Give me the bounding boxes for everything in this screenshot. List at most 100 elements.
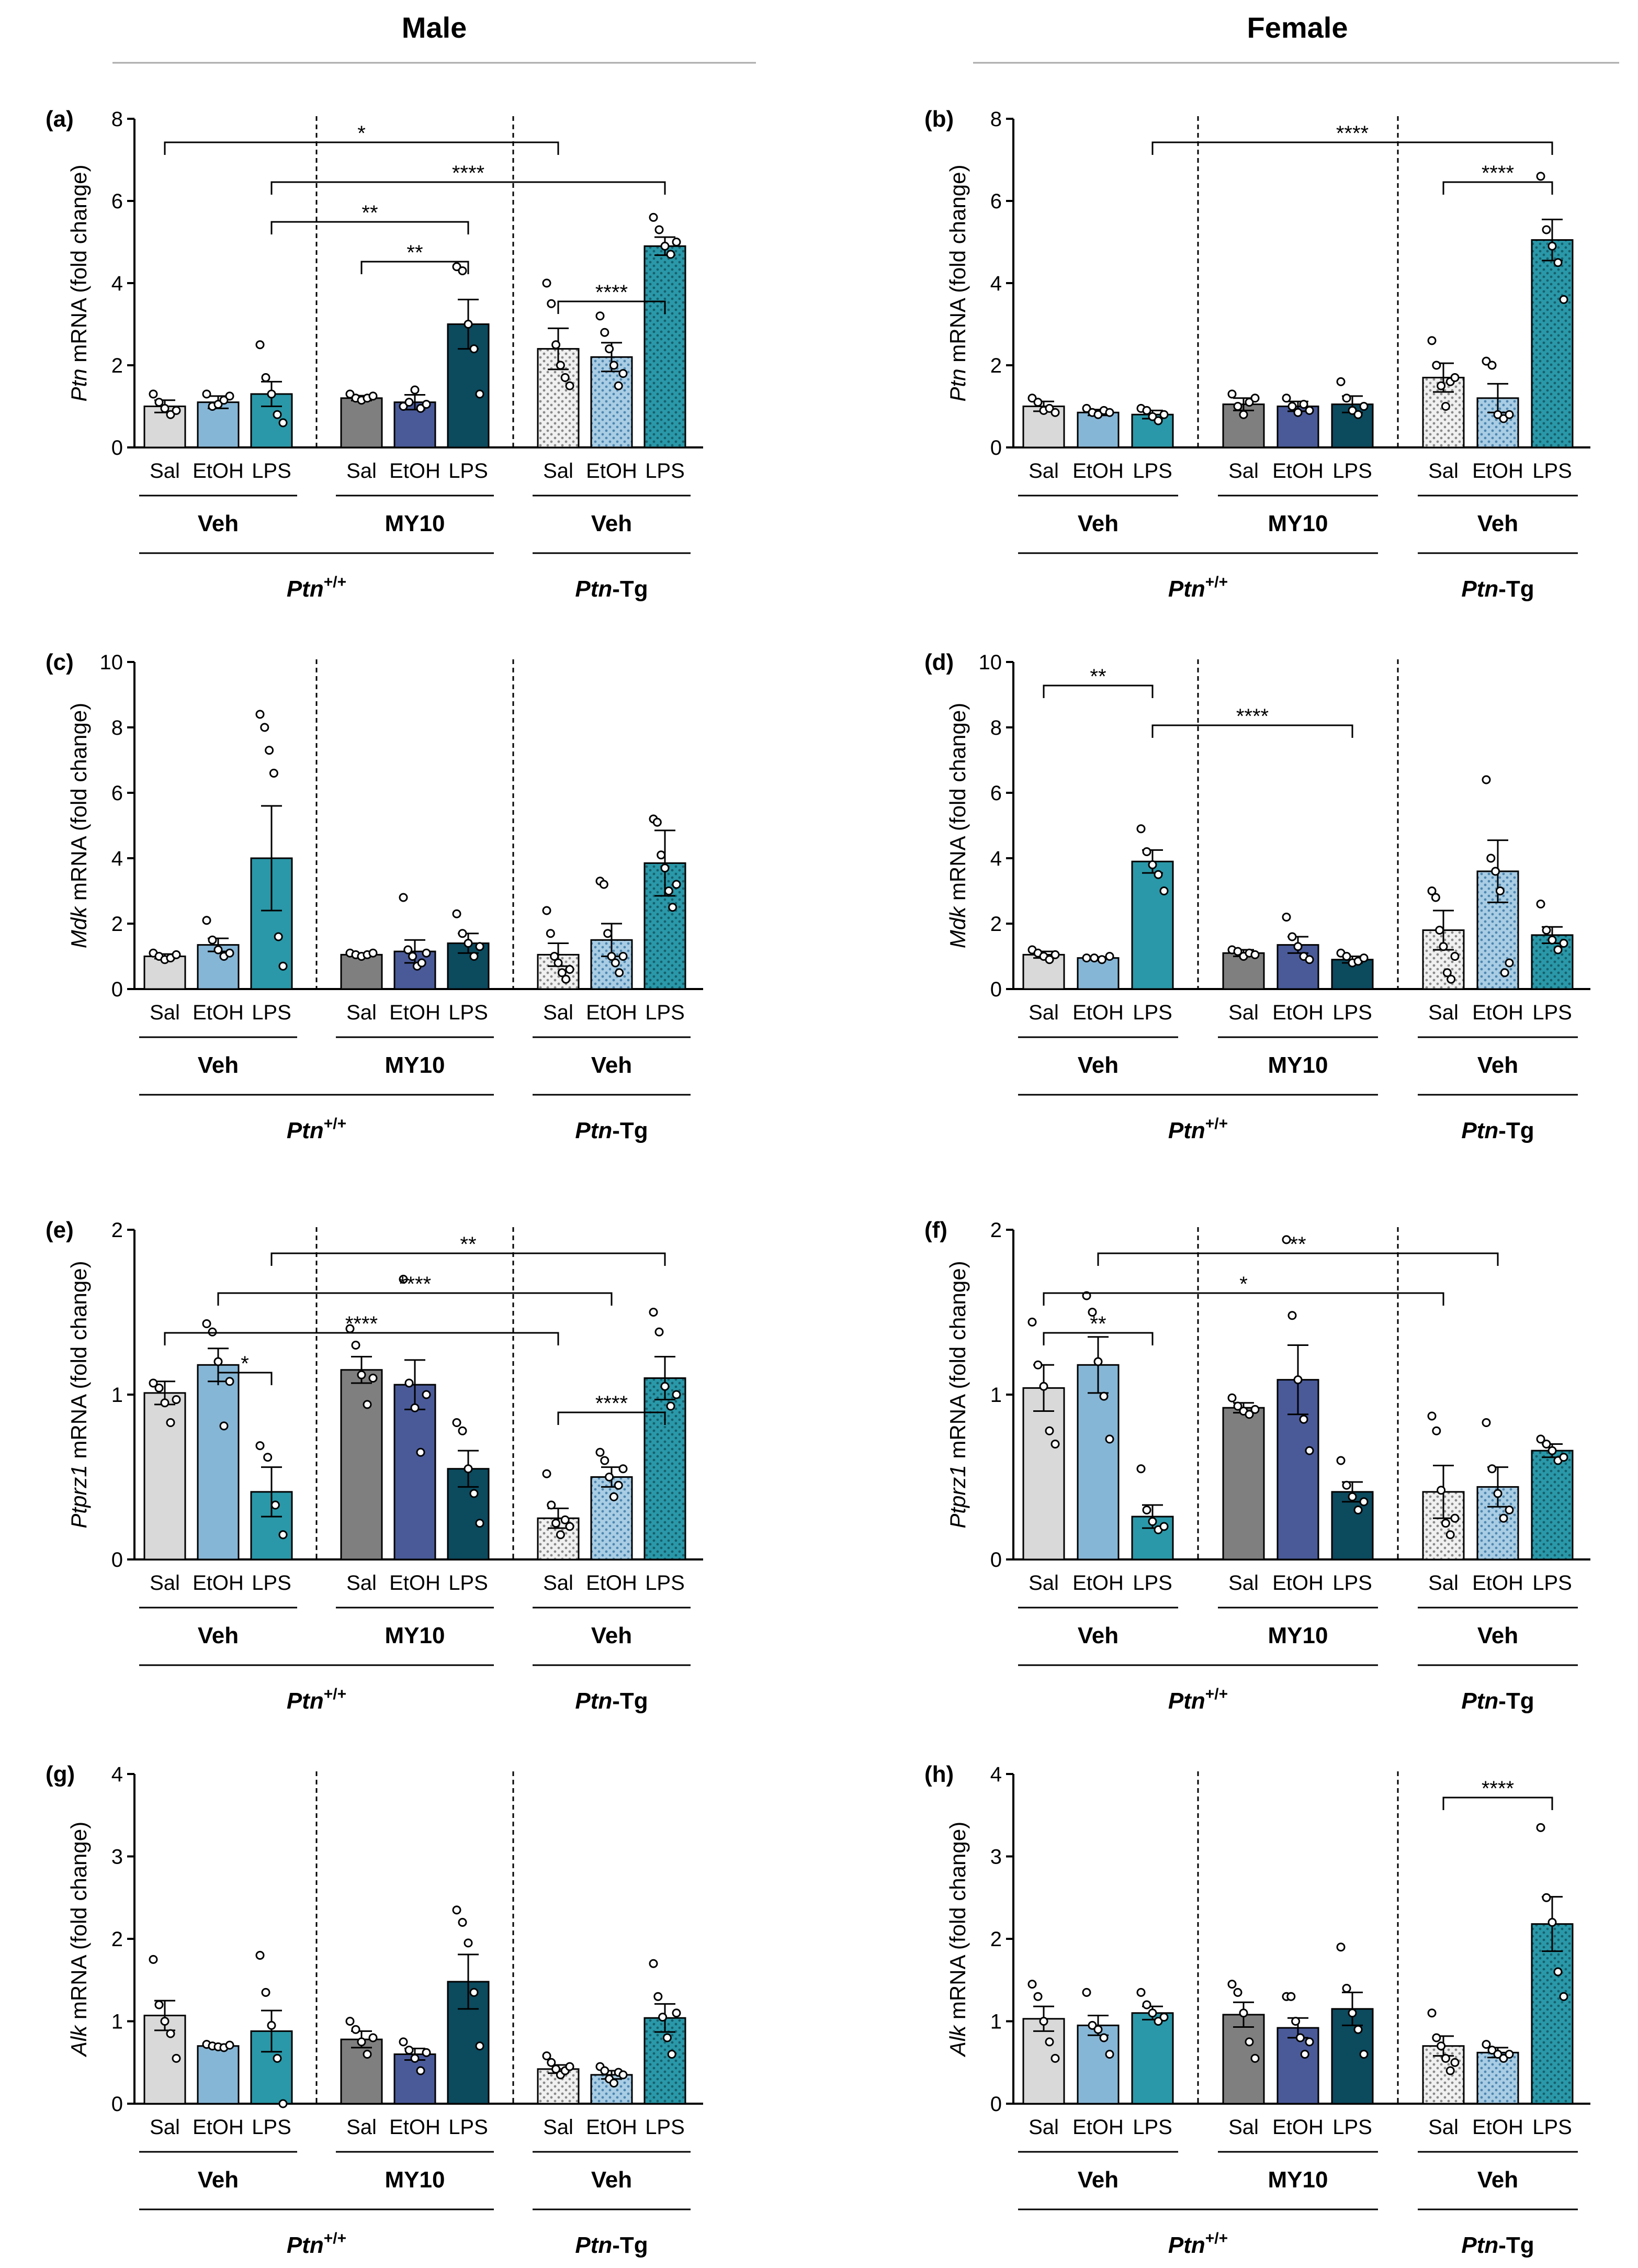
- y-tick-label: 4: [111, 847, 123, 870]
- x-tick-label: LPS: [252, 1571, 291, 1595]
- data-point: [149, 389, 158, 399]
- genotype-label-tg: Ptn-Tg: [575, 1118, 648, 1143]
- genotype-tg-italic: Ptn: [1461, 1688, 1498, 1714]
- bracket-line: [1442, 181, 1553, 195]
- data-point: [345, 2017, 355, 2026]
- y-axis-title-gene: Alk: [66, 2025, 91, 2058]
- data-point: [542, 278, 551, 288]
- data-point: [422, 948, 431, 958]
- y-axis-title-rest: mRNA (fold change): [66, 165, 91, 369]
- bar-etoh: [197, 1364, 240, 1560]
- data-point: [672, 238, 681, 246]
- data-point: [1353, 2025, 1363, 2034]
- data-point: [542, 2051, 551, 2061]
- y-tick-label: 0: [990, 1548, 1002, 1571]
- data-point: [1542, 1440, 1551, 1449]
- y-axis-title-gene: Alk: [945, 2025, 970, 2058]
- bracket-line: [360, 261, 469, 274]
- x-tick-label: EtOH: [389, 1571, 440, 1595]
- chart-panel-e: (e) 0 1 2 Ptprz1 mRNA (fold change) Sal EtOH LP…: [46, 1217, 703, 1714]
- data-point: [464, 1464, 473, 1474]
- y-axis-title: Mdk mRNA (fold change): [66, 703, 91, 948]
- significance-bracket: ****: [557, 281, 666, 314]
- data-point: [1250, 950, 1260, 959]
- data-point: [452, 909, 461, 918]
- y-tick-label: 10: [979, 651, 1002, 674]
- data-point: [1027, 1317, 1037, 1327]
- data-point: [351, 2025, 360, 2034]
- bar-etoh: [1476, 2051, 1519, 2105]
- data-point: [1437, 1486, 1446, 1495]
- genotype-wt-sup: +/+: [1205, 574, 1228, 591]
- genotype-wt-base: Ptn: [287, 1118, 324, 1143]
- significance-label: ****: [1336, 122, 1369, 145]
- x-tick-label: EtOH: [586, 1571, 637, 1595]
- x-tick-label: Sal: [543, 1001, 573, 1024]
- data-point: [410, 1403, 420, 1412]
- y-axis-title-gene: Ptprz1: [945, 1465, 970, 1528]
- genotype-tg-rest: -Tg: [612, 1688, 648, 1714]
- group-label: Veh: [198, 511, 239, 536]
- data-point: [595, 311, 605, 321]
- y-axis-title-rest: mRNA (fold change): [945, 703, 970, 907]
- data-point: [542, 1469, 551, 1478]
- x-tick-label: LPS: [645, 1571, 685, 1595]
- data-point: [410, 385, 420, 395]
- genotype-label-tg: Ptn-Tg: [1461, 2232, 1534, 2258]
- data-point: [1097, 955, 1106, 964]
- data-point: [154, 2000, 164, 2009]
- data-point: [363, 2050, 372, 2059]
- genotype-tg-rest: -Tg: [612, 1118, 648, 1143]
- data-point: [1493, 1489, 1503, 1498]
- data-point: [547, 1500, 556, 1510]
- y-tick-label: 8: [990, 108, 1002, 131]
- data-point: [1431, 893, 1440, 902]
- data-point: [219, 396, 229, 405]
- data-point: [609, 2079, 618, 2088]
- data-point: [261, 373, 270, 383]
- x-tick-label: Sal: [150, 459, 180, 482]
- y-axis-title-rest: mRNA (fold change): [66, 1822, 91, 2026]
- x-tick-label: LPS: [1332, 1571, 1372, 1595]
- x-tick-label: Sal: [1228, 1571, 1259, 1595]
- chart-panel-b: (b) 0 2 4 6 8 Ptn mRNA (fold change) Sal EtOH LPS…: [924, 106, 1590, 602]
- x-tick-label: LPS: [1332, 1001, 1372, 1024]
- genotype-label-tg: Ptn-Tg: [575, 2232, 648, 2258]
- data-point: [263, 1453, 273, 1462]
- data-point: [408, 952, 417, 961]
- data-point: [225, 391, 234, 401]
- y-axis-title: Ptn mRNA (fold change): [945, 165, 970, 402]
- data-point: [1542, 1893, 1551, 1902]
- significance-bracket: *: [217, 1352, 273, 1385]
- bar-lps: [1131, 860, 1174, 990]
- x-tick-label: LPS: [645, 2116, 685, 2139]
- data-point: [1547, 1446, 1557, 1455]
- y-tick-label: 0: [990, 978, 1002, 1001]
- bracket-line: [217, 1292, 613, 1306]
- genotype-wt-sup: +/+: [324, 574, 346, 591]
- data-point: [1437, 2041, 1446, 2051]
- x-tick-label: EtOH: [1072, 459, 1124, 482]
- x-tick-label: Sal: [346, 1571, 377, 1595]
- x-tick-label: LPS: [1532, 1571, 1572, 1595]
- bracket-line: [270, 181, 666, 195]
- bar-lps: [1131, 2012, 1174, 2105]
- data-point: [1342, 1480, 1351, 1490]
- data-point: [1045, 955, 1054, 964]
- data-point: [1505, 410, 1514, 419]
- significance-label: **: [406, 241, 423, 264]
- data-point: [1441, 402, 1450, 411]
- y-tick-label: 0: [111, 978, 123, 1001]
- x-tick-label: Sal: [1428, 1571, 1459, 1595]
- data-point: [1536, 1434, 1545, 1444]
- data-point: [399, 1275, 408, 1284]
- data-point: [469, 1988, 479, 1997]
- data-point: [1491, 867, 1500, 876]
- bracket-line: [1043, 1332, 1154, 1345]
- data-point: [618, 952, 628, 961]
- significance-label: **: [1290, 1233, 1306, 1256]
- data-point: [368, 2033, 378, 2042]
- data-point: [208, 1327, 217, 1337]
- data-point: [213, 1357, 223, 1366]
- panel-label: (f): [924, 1217, 947, 1243]
